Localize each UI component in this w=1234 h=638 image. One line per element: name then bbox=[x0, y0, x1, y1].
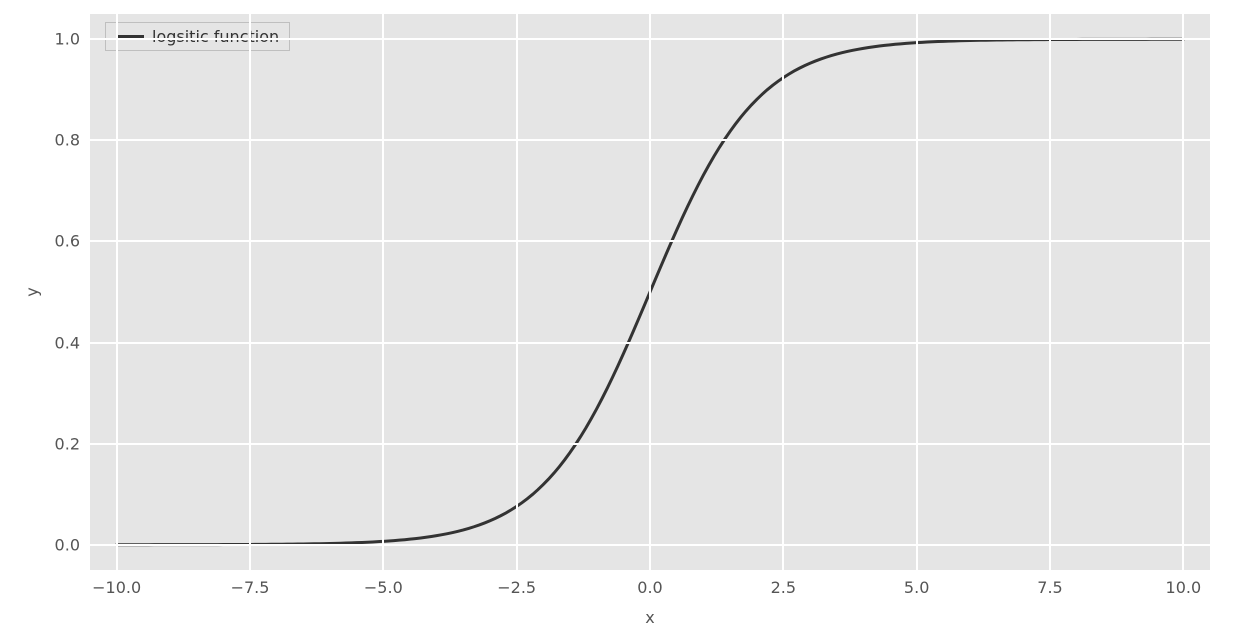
gridline-v bbox=[382, 14, 384, 570]
y-tick-label: 0.2 bbox=[40, 434, 80, 453]
gridline-v bbox=[516, 14, 518, 570]
y-tick-label: 0.4 bbox=[40, 333, 80, 352]
x-tick-label: 7.5 bbox=[1037, 578, 1062, 597]
gridline-v bbox=[116, 14, 118, 570]
x-tick-label: −7.5 bbox=[231, 578, 270, 597]
figure: logsitic function x y −10.0 −7.5 −5.0 −2.5 0… bbox=[0, 0, 1234, 638]
x-tick-label: 2.5 bbox=[771, 578, 796, 597]
y-tick-label: 0.6 bbox=[40, 232, 80, 251]
gridline-v bbox=[1049, 14, 1051, 570]
gridline-v bbox=[916, 14, 918, 570]
y-tick-label: 0.8 bbox=[40, 131, 80, 150]
x-tick-label: −10.0 bbox=[92, 578, 141, 597]
gridline-v bbox=[1182, 14, 1184, 570]
y-tick-label: 1.0 bbox=[40, 30, 80, 49]
legend: logsitic function bbox=[105, 22, 290, 51]
x-tick-label: −2.5 bbox=[497, 578, 536, 597]
x-tick-label: 10.0 bbox=[1166, 578, 1202, 597]
gridline-h bbox=[90, 38, 1210, 40]
gridline-v bbox=[649, 14, 651, 570]
legend-label: logsitic function bbox=[152, 27, 279, 46]
gridline-h bbox=[90, 443, 1210, 445]
gridline-v bbox=[782, 14, 784, 570]
gridline-h bbox=[90, 544, 1210, 546]
gridline-h bbox=[90, 139, 1210, 141]
gridline-h bbox=[90, 240, 1210, 242]
gridline-v bbox=[249, 14, 251, 570]
gridline-h bbox=[90, 342, 1210, 344]
y-axis-label: y bbox=[23, 287, 42, 296]
x-tick-label: 0.0 bbox=[637, 578, 662, 597]
y-tick-label: 0.0 bbox=[40, 535, 80, 554]
x-tick-label: 5.0 bbox=[904, 578, 929, 597]
x-axis-label: x bbox=[645, 608, 654, 627]
x-tick-label: −5.0 bbox=[364, 578, 403, 597]
plot-area: logsitic function bbox=[90, 14, 1210, 570]
